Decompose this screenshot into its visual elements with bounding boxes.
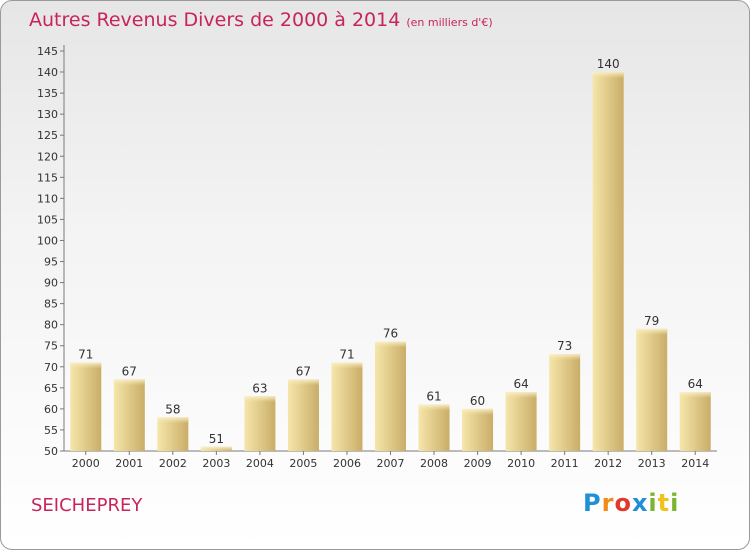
x-tick-label: 2001 (115, 457, 143, 470)
data-label: 71 (339, 348, 354, 362)
bar (679, 392, 711, 451)
x-tick-label: 2011 (551, 457, 579, 470)
y-tick-label: 95 (44, 256, 58, 269)
bar (70, 362, 102, 451)
data-label: 73 (557, 339, 572, 353)
data-label: 58 (165, 402, 180, 416)
bar (113, 379, 145, 451)
bar-highlight (157, 417, 189, 424)
x-tick-label: 2006 (333, 457, 361, 470)
y-tick-label: 65 (44, 382, 58, 395)
bar-highlight (200, 446, 232, 451)
logo-letter: i (670, 489, 680, 517)
data-label: 76 (383, 327, 398, 341)
x-tick-label: 2004 (246, 457, 274, 470)
y-tick-label: 80 (44, 319, 58, 332)
data-label: 61 (426, 390, 441, 404)
bar (636, 328, 668, 451)
bar (462, 408, 494, 451)
y-tick-label: 90 (44, 277, 58, 290)
bar (592, 72, 624, 451)
commune-name: SEICHEPREY (31, 495, 143, 516)
y-tick-label: 75 (44, 340, 58, 353)
y-tick-label: 125 (37, 129, 58, 142)
bar-highlight (636, 328, 668, 335)
x-tick-label: 2005 (289, 457, 317, 470)
bar-highlight (592, 72, 624, 79)
data-label: 79 (644, 314, 659, 328)
bar (418, 404, 450, 451)
bar (287, 379, 319, 451)
x-tick-label: 2002 (159, 457, 187, 470)
bar (505, 392, 537, 451)
x-tick-label: 2003 (202, 457, 230, 470)
data-label: 71 (78, 348, 93, 362)
logo-letter: P (583, 489, 602, 517)
data-label: 67 (122, 364, 137, 378)
bar-highlight (418, 404, 450, 411)
bar-highlight (287, 379, 319, 386)
bar (244, 396, 276, 451)
data-label: 140 (597, 57, 620, 71)
x-tick-label: 2008 (420, 457, 448, 470)
y-tick-label: 70 (44, 361, 58, 374)
bar-highlight (331, 362, 363, 369)
labels: 71 2000 67 2001 58 2002 51 2003 63 2004 67 2005 71 20… (72, 57, 709, 470)
y-tick-label: 120 (37, 150, 58, 163)
bars (70, 72, 711, 451)
y-tick-label: 130 (37, 108, 58, 121)
y-tick-label: 140 (37, 66, 58, 79)
bar (375, 341, 406, 451)
bar-highlight (505, 392, 537, 399)
x-tick-label: 2000 (72, 457, 100, 470)
y-tick-label: 115 (37, 171, 58, 184)
x-tick-label: 2010 (507, 457, 535, 470)
bar-highlight (70, 362, 102, 369)
chart-unit: (en milliers d'€) (406, 16, 493, 29)
bar (331, 362, 363, 451)
proxiti-logo: Proxiti (583, 489, 679, 517)
y-tick-label: 85 (44, 298, 58, 311)
x-tick-label: 2014 (681, 457, 709, 470)
logo-letter: x (631, 489, 649, 517)
data-label: 67 (296, 364, 311, 378)
x-tick-label: 2009 (464, 457, 492, 470)
y-tick-label: 105 (37, 213, 58, 226)
data-label: 64 (688, 377, 703, 391)
bar-highlight (375, 341, 406, 348)
y-tick-label: 135 (37, 87, 58, 100)
bar-highlight (113, 379, 145, 386)
x-tick-label: 2012 (594, 457, 622, 470)
bar-highlight (549, 354, 581, 361)
y-tick-label: 100 (37, 234, 58, 247)
logo-letter: r (601, 489, 615, 517)
y-tick-label: 110 (37, 192, 58, 205)
bar-highlight (679, 392, 711, 399)
chart-title: Autres Revenus Divers de 2000 à 2014 (en … (29, 9, 493, 31)
logo-letter: o (614, 489, 632, 517)
y-tick-label: 60 (44, 403, 58, 416)
x-tick-label: 2007 (377, 457, 405, 470)
data-label: 60 (470, 394, 485, 408)
x-tick-label: 2013 (638, 457, 666, 470)
data-label: 63 (252, 381, 267, 395)
data-label: 51 (209, 432, 224, 446)
logo-letter: i (648, 489, 658, 517)
logo-letter: t (657, 489, 671, 517)
y-tick-label: 145 (37, 45, 58, 58)
y-tick-label: 50 (44, 445, 58, 458)
y-tick-label: 55 (44, 424, 58, 437)
chart-title-text: Autres Revenus Divers de 2000 à 2014 (29, 9, 401, 31)
data-label: 64 (513, 377, 528, 391)
bar (549, 354, 581, 451)
bar-highlight (462, 408, 494, 415)
bar-highlight (244, 396, 276, 403)
